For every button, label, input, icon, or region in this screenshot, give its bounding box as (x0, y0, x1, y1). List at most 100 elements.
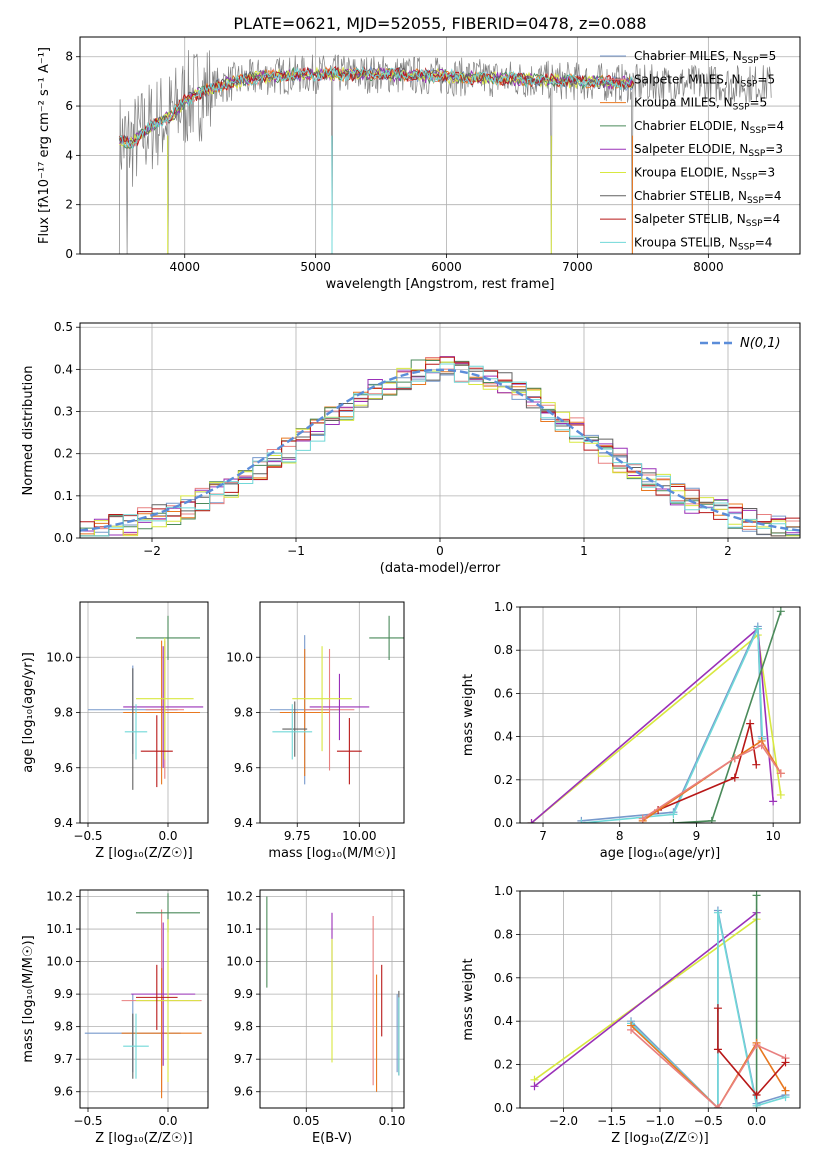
x-tick-label: −0.5 (73, 1114, 102, 1128)
weight-marker (530, 1082, 539, 1091)
y-tick-label: 9.4 (234, 816, 253, 830)
x-tick-label: −2.0 (549, 1114, 578, 1128)
x-tick-label: 8000 (693, 260, 724, 274)
y-axis-label: mass [log₁₀(M/M☉)] (21, 935, 36, 1062)
weight-marker (753, 624, 762, 633)
errorbar-salpeter_stelib (336, 718, 362, 785)
weight-marker (781, 1058, 790, 1067)
y-tick-label: 4 (65, 148, 73, 162)
model-line-kroupa_stelib (118, 66, 635, 150)
errorbar-salpeter_stelib (136, 964, 178, 1030)
weight-marker (713, 1045, 722, 1054)
y-tick-label: 10.2 (46, 890, 73, 904)
x-tick-label: 5000 (300, 260, 331, 274)
y-tick-label: 0.4 (494, 730, 513, 744)
y-tick-label: 0.1 (54, 489, 73, 503)
weight-marker (757, 741, 766, 750)
errorbar-kroupa_stelib (272, 704, 313, 760)
y-tick-label: 0.0 (54, 531, 73, 545)
x-tick-label: 0.05 (293, 1114, 320, 1128)
x-tick-label: 6000 (431, 260, 462, 274)
y-tick-label: 2 (65, 198, 73, 212)
histogram-step-kroupa_stelib (80, 363, 800, 537)
y-tick-label: 0.4 (54, 362, 73, 376)
x-tick-label: −0.5 (73, 829, 102, 843)
y-tick-label: 0.3 (54, 405, 73, 419)
y-axis-label: Flux [fλ10⁻¹⁷ erg cm⁻² s⁻¹ A⁻¹] (37, 47, 52, 244)
panel-weight-vs-Z: −2.0 −1.5 −1.0 −0.5 0.0 0.0 0.2 0.4 0.6 0.8 1.0 Z [… (461, 884, 801, 1146)
errorbar-kroupa_stelib (123, 1013, 149, 1079)
x-axis-label: wavelength [Angstrom, rest frame] (326, 277, 555, 292)
spectrum-legend: Chabrier MILES, NSSP=5 Salpeter MILES, NS… (600, 49, 784, 252)
x-tick-label: 0.0 (747, 1114, 766, 1128)
x-tick-label: 7000 (562, 260, 593, 274)
axes-frame (79, 322, 801, 539)
y-tick-label: 10.1 (226, 922, 253, 936)
weight-marker (527, 819, 536, 823)
errorbar-chabrier_elodie (136, 615, 200, 661)
weight-line-salpeter_stelib (717, 1008, 787, 1097)
errorbar-salpeter_elodie (309, 673, 370, 741)
legend-label-chabrier_stelib: Chabrier STELIB, NSSP=4 (634, 189, 782, 206)
weight-marker (776, 607, 785, 616)
y-tick-label: 0.8 (494, 927, 513, 941)
y-tick-label: 10.1 (46, 922, 73, 936)
y-tick-label: 0.4 (494, 1014, 513, 1028)
y-tick-label: 9.8 (54, 706, 73, 720)
y-tick-label: 9.6 (54, 1085, 73, 1099)
x-tick-label: 10 (766, 829, 781, 843)
x-tick-label: 9.75 (284, 829, 311, 843)
histogram-step-salpeter_stelib (80, 356, 800, 528)
axes-frame (79, 889, 209, 1109)
y-tick-label: 0 (65, 247, 73, 261)
y-tick-label: 9.8 (234, 706, 253, 720)
panel-weight-vs-age: 7 8 9 10 0.0 0.2 0.4 0.6 0.8 1.0 age [log₁₀(age/yr… (461, 600, 801, 861)
plot-area (520, 891, 800, 1108)
normal-distribution-curve (80, 368, 800, 532)
weight-marker (713, 908, 722, 917)
x-tick-label: −2 (143, 544, 161, 558)
weight-line-kroupa_stelib (581, 628, 764, 823)
plot-area (260, 890, 404, 1108)
y-tick-label: 10.0 (46, 650, 73, 664)
y-tick-label: 9.4 (54, 816, 73, 830)
errorbar-kroupa_stelib (124, 704, 148, 760)
y-tick-label: 6 (65, 99, 73, 113)
weight-marker (713, 1104, 722, 1108)
plot-area (80, 890, 208, 1108)
errorbar-chabrier_stelib (282, 701, 308, 757)
y-tick-label: 10.0 (226, 955, 253, 969)
x-axis-label: Z [log₁₀(Z/Z☉)] (95, 1131, 192, 1146)
y-tick-label: 0.6 (494, 686, 513, 700)
legend-label-chabrier_elodie: Chabrier ELODIE, NSSP=4 (634, 119, 784, 136)
y-axis-label: age [log₁₀(age/yr)] (21, 652, 36, 773)
weight-marker (752, 1090, 761, 1099)
errorbar-kroupa_miles (279, 648, 330, 777)
legend-label-chabrier_miles: Chabrier MILES, NSSP=5 (634, 49, 776, 66)
panel-mass-vs-Z: −0.5 0.0 9.6 9.7 9.8 9.9 10.0 10.1 10.2 Z [log₁₀(… (21, 889, 209, 1146)
x-tick-label: 7 (539, 829, 547, 843)
y-tick-label: 9.7 (54, 1052, 73, 1066)
weight-line-salpeter_elodie (534, 912, 758, 1087)
y-tick-label: 0.0 (494, 1101, 513, 1115)
y-tick-label: 0.2 (54, 447, 73, 461)
weight-marker (669, 819, 678, 823)
errorbar-kroupa_miles (121, 968, 202, 1099)
weight-marker (713, 1004, 722, 1013)
weight-marker (730, 754, 739, 763)
weight-marker (669, 810, 678, 819)
weight-marker (577, 819, 586, 823)
x-axis-label: mass [log₁₀(M/M☉)] (268, 846, 395, 861)
x-tick-label: −1.0 (645, 1114, 674, 1128)
errorbar-salpeter_miles (304, 648, 355, 771)
y-tick-label: 9.8 (234, 1020, 253, 1034)
x-tick-label: −1 (287, 544, 305, 558)
y-tick-label: 9.8 (54, 1020, 73, 1034)
axes-frame (519, 890, 801, 1109)
axes-frame (259, 601, 405, 824)
weight-marker (752, 1041, 761, 1050)
axes-frame (259, 889, 405, 1109)
plot-area (80, 323, 800, 538)
x-axis-label: Z [log₁₀(Z/Z☉)] (95, 846, 192, 861)
y-tick-label: 0.5 (54, 320, 73, 334)
